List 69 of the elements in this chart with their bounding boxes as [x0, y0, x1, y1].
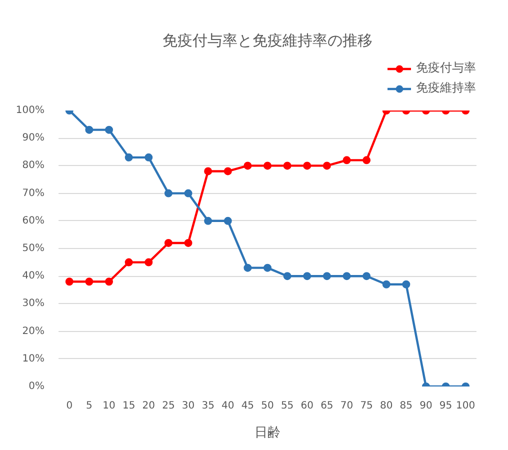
legend-label: 免疫付与率 — [416, 60, 476, 76]
y-tick-label: 0% — [28, 381, 45, 392]
point — [85, 278, 94, 286]
point — [244, 264, 252, 272]
x-tick-label: 50 — [261, 400, 274, 412]
x-tick-label: 100 — [456, 400, 476, 412]
point — [283, 272, 292, 280]
y-tick-label: 60% — [22, 215, 45, 226]
x-tick-label: 65 — [320, 400, 334, 412]
point — [164, 238, 172, 247]
point — [303, 162, 312, 170]
x-tick-label: 90 — [420, 400, 432, 412]
x-tick-label: 95 — [439, 400, 452, 412]
point — [144, 153, 153, 162]
x-tick-label: 20 — [142, 400, 156, 412]
x-tick-label: 40 — [222, 400, 234, 412]
point — [283, 162, 292, 170]
point — [65, 278, 74, 286]
point — [264, 162, 272, 170]
y-tick-label: 20% — [22, 326, 45, 337]
x-tick-label: 35 — [202, 400, 214, 412]
x-tick-label: 0 — [66, 400, 73, 412]
y-tick-label: 100% — [16, 105, 45, 116]
x-tick-label: 85 — [400, 400, 413, 412]
point — [342, 272, 351, 280]
chart-title: 免疫付与率と免疫維持率の推移 — [162, 32, 372, 50]
y-tick-label: 40% — [22, 270, 45, 282]
x-tick-label: 70 — [340, 400, 354, 412]
point — [164, 189, 172, 198]
point — [105, 278, 114, 286]
x-tick-label: 5 — [86, 400, 92, 412]
point — [204, 216, 212, 225]
x-tick-label: 75 — [360, 400, 373, 412]
point — [105, 126, 114, 134]
x-axis-title: 日齢 — [254, 426, 280, 440]
point — [184, 238, 192, 247]
point — [85, 126, 94, 134]
point — [382, 280, 390, 288]
y-tick-label: 10% — [22, 353, 45, 364]
point — [322, 162, 331, 170]
x-tick-label: 25 — [162, 400, 175, 412]
point — [204, 167, 212, 176]
x-tick-label: 10 — [102, 400, 116, 412]
point — [224, 167, 232, 176]
point — [224, 216, 232, 225]
x-tick-label: 55 — [280, 400, 294, 412]
point — [124, 258, 133, 266]
x-tick-label: 80 — [380, 400, 393, 412]
point — [303, 272, 312, 280]
point — [184, 189, 192, 198]
y-tick-label: 90% — [22, 132, 45, 144]
y-tick-label: 80% — [22, 160, 45, 172]
y-tick-label: 30% — [22, 298, 45, 310]
point — [322, 272, 331, 280]
x-tick-label: 60 — [300, 400, 314, 412]
legend-label: 免疫維持率 — [416, 80, 476, 96]
point — [342, 156, 351, 164]
y-tick-label: 70% — [22, 188, 45, 199]
point — [362, 156, 371, 164]
x-tick-label: 15 — [122, 400, 136, 412]
point — [144, 258, 153, 266]
x-tick-label: 30 — [182, 400, 195, 412]
point — [124, 153, 133, 162]
x-tick-label: 45 — [241, 400, 254, 412]
point — [362, 272, 371, 280]
point — [264, 264, 272, 272]
y-tick-label: 50% — [22, 243, 45, 254]
point — [402, 280, 410, 288]
point — [244, 162, 252, 170]
